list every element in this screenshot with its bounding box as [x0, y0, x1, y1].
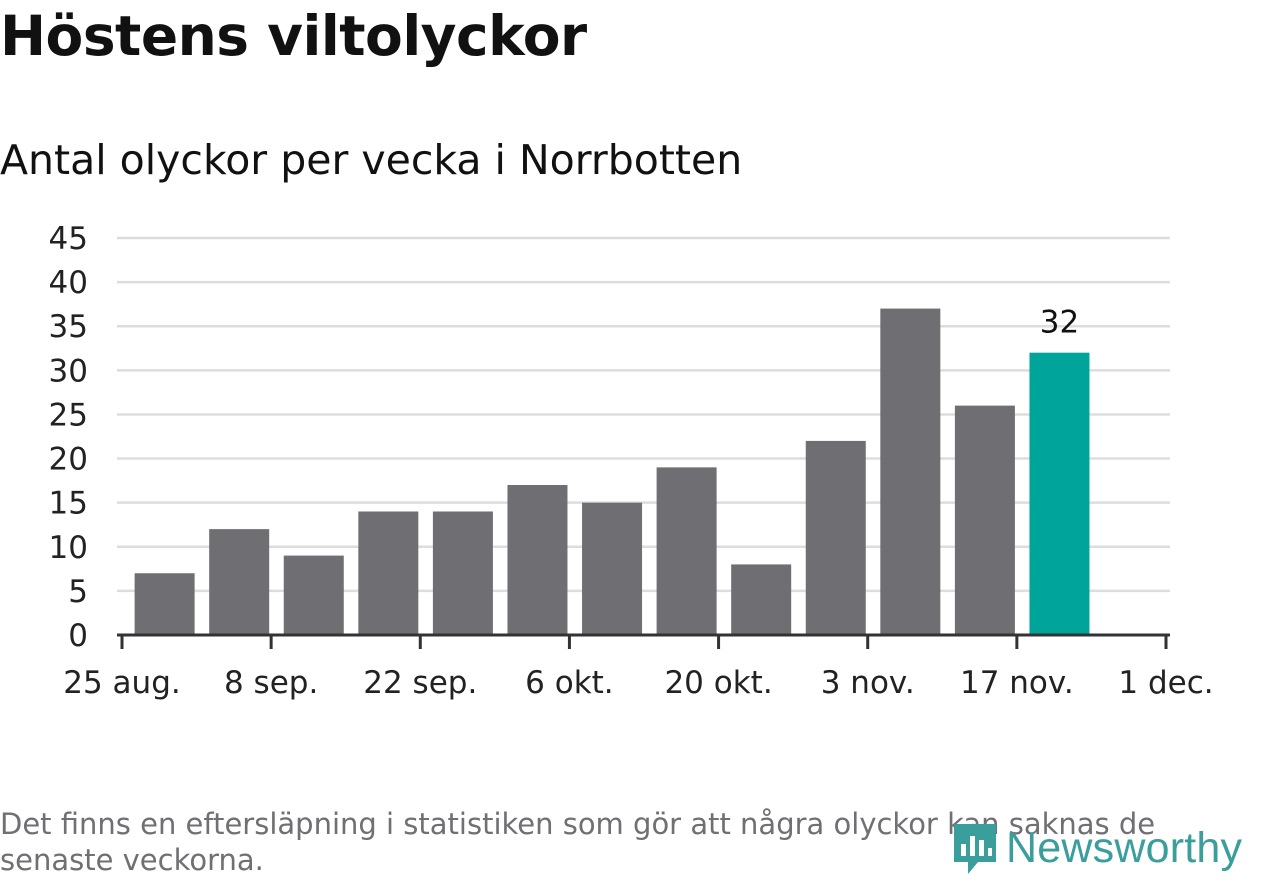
bar	[507, 485, 568, 635]
newsworthy-logo-icon	[954, 824, 996, 874]
bar	[582, 502, 643, 635]
y-tick-label: 5	[68, 574, 88, 610]
bar-highlighted	[1029, 352, 1090, 635]
bar	[880, 308, 941, 635]
bar	[358, 511, 419, 635]
bar	[134, 573, 195, 635]
x-tick-label: 25 aug.	[63, 665, 180, 701]
bar	[656, 467, 717, 635]
y-tick-label: 45	[49, 221, 88, 257]
bar	[209, 529, 270, 635]
bar	[805, 440, 866, 635]
chart-subtitle: Antal olyckor per vecka i Norrbotten	[0, 136, 743, 184]
x-tick-label: 6 okt.	[525, 665, 614, 701]
brand-name: Newsworthy	[1006, 823, 1243, 872]
brand-logo: Newsworthy	[950, 818, 1242, 878]
data-label: 32	[1040, 305, 1079, 341]
y-tick-label: 0	[68, 618, 88, 654]
x-tick-label: 1 dec.	[1118, 665, 1213, 701]
x-tick-label: 3 nov.	[821, 665, 915, 701]
bar-chart: 0 5 10 15 20 25 30 35 40 45 32 25 aug. 8 sep. 22 sep.…	[49, 221, 1214, 701]
x-tick-label: 22 sep.	[363, 665, 477, 701]
x-tick-label: 17 nov.	[960, 665, 1074, 701]
bar	[283, 555, 344, 635]
y-tick-label: 15	[49, 486, 88, 522]
y-tick-label: 10	[49, 530, 88, 566]
bar	[432, 511, 493, 635]
chart-title: Höstens viltolyckor	[0, 4, 587, 68]
y-tick-label: 25	[49, 397, 88, 433]
bar	[731, 564, 792, 635]
y-tick-label: 35	[49, 309, 88, 345]
y-tick-label: 30	[49, 353, 88, 389]
bar	[954, 405, 1015, 635]
x-tick-label: 20 okt.	[664, 665, 772, 701]
y-tick-label: 20	[49, 442, 88, 478]
y-tick-label: 40	[49, 265, 88, 301]
x-tick-label: 8 sep.	[224, 665, 318, 701]
